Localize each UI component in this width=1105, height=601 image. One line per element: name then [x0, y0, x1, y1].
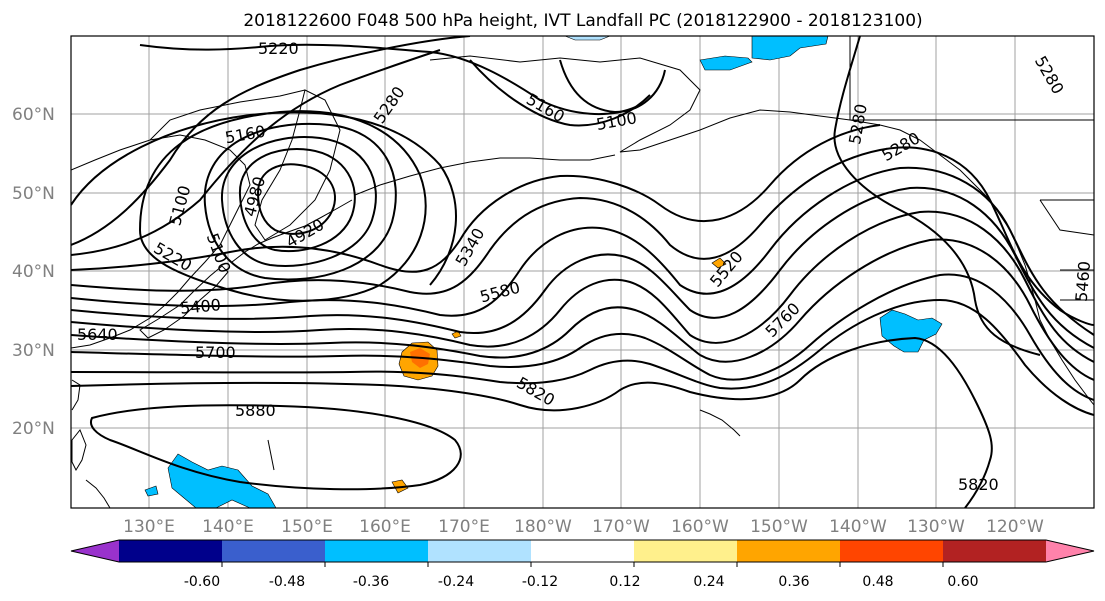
contour-low-4980 [238, 148, 356, 252]
colorbar-tick-label: 0.60 [947, 574, 978, 590]
colorbar-extend-low [71, 540, 119, 562]
contour-label: 5460 [1072, 260, 1094, 302]
lat-label: 50°N [12, 184, 55, 204]
lon-label: 180°W [514, 517, 572, 537]
longitude-labels: 130°E 140°E 150°E 160°E 170°E 180°W 170°… [123, 517, 1044, 537]
contour-5700 [71, 273, 1094, 401]
colorbar-segment [840, 540, 944, 562]
alaska [429, 55, 881, 153]
ivt-negative-east-pacific [879, 309, 943, 353]
contour-5580 [71, 210, 1094, 363]
contour-label: 5880 [235, 401, 276, 420]
colorbar-tick-label: -0.48 [269, 574, 305, 590]
colorbar-segment [222, 540, 326, 562]
lon-label: 120°W [986, 517, 1044, 537]
ivt-negative-arctic [751, 36, 829, 61]
colorbar-tick-label: 0.48 [862, 574, 893, 590]
colorbar-segment [531, 540, 635, 562]
colorbar-tick-label: -0.12 [522, 574, 558, 590]
hawaii [699, 409, 741, 437]
lon-label: 160°E [359, 517, 411, 537]
lon-label: 140°W [829, 517, 887, 537]
colorbar-tick-label: -0.60 [184, 574, 220, 590]
colorbar-outline [70, 539, 1095, 563]
colorbar-segment [428, 540, 532, 562]
contour-5280-arc [71, 49, 441, 256]
colorbar [70, 539, 1095, 563]
colorbar-extend-high [1046, 540, 1094, 562]
lat-label: 60°N [12, 105, 55, 125]
map-area [71, 36, 1094, 508]
lat-label: 40°N [12, 262, 55, 282]
map-title: 2018122600 F048 500 hPa height, IVT Land… [243, 11, 922, 31]
lon-label: 160°W [671, 517, 729, 537]
lat-label: 20°N [12, 419, 55, 439]
contour-label: 5820 [958, 475, 999, 494]
latitude-labels: 60°N 50°N 40°N 30°N 20°N [12, 105, 55, 439]
contour-label: 5400 [179, 295, 221, 317]
colorbar-tick-label: -0.24 [438, 574, 474, 590]
height-contours [71, 36, 1094, 508]
lon-label: 130°E [123, 517, 175, 537]
luzon-islands [85, 479, 111, 508]
contour-low-5040 [220, 136, 377, 267]
contour-5880 [90, 404, 462, 491]
contour-low-4920 [256, 163, 336, 235]
gridlines [71, 36, 1094, 508]
colorbar-tick-label: 0.12 [609, 574, 640, 590]
colorbar-segment [943, 540, 1047, 562]
contour-5820 [71, 336, 993, 508]
colorbar-segment [737, 540, 841, 562]
contour-5100-inner [203, 123, 397, 281]
contour-5160-alaska [469, 59, 651, 127]
kamchatka [254, 89, 341, 241]
contour-5220 [71, 36, 471, 246]
ivt-negative-arctic-light [564, 36, 611, 41]
contour-5760 [71, 298, 1094, 416]
colorbar-segment [634, 540, 738, 562]
lon-label: 140°E [202, 517, 254, 537]
contour-5100-alaska [559, 59, 666, 114]
colorbar-tick-label: -0.36 [353, 574, 389, 590]
lon-label: 150°E [281, 517, 333, 537]
taiwan-ryukyu [71, 379, 81, 411]
contour-5280-east [833, 36, 1041, 356]
lat-label: 30°N [12, 341, 55, 361]
lon-label: 150°W [750, 517, 808, 537]
lon-label: 170°W [592, 517, 650, 537]
contour-5640 [71, 238, 1094, 381]
contour-5220-north [139, 43, 641, 115]
colorbar-segment [325, 540, 429, 562]
ivt-negative-small [144, 485, 159, 497]
philippines [71, 429, 87, 472]
contour-label: 5700 [195, 343, 236, 362]
colorbar-segment [119, 540, 223, 562]
colorbar-tick-label: 0.24 [693, 574, 724, 590]
map-frame [70, 35, 1095, 509]
contour-label: 5220 [258, 39, 299, 58]
colorbar-tick-label: 0.36 [778, 574, 809, 590]
ivt-negative-philippine-sea [167, 453, 277, 508]
contour-5520 [71, 186, 1094, 349]
lon-label: 130°W [907, 517, 965, 537]
lon-label: 170°E [438, 517, 490, 537]
boundaries [849, 36, 1094, 301]
contour-label: 5640 [77, 325, 118, 344]
ivt-positive-small-2 [711, 257, 727, 269]
colorbar-ticks: -0.60 -0.48 -0.36 -0.24 -0.12 0.12 0.24 … [184, 562, 979, 590]
mariana-dots [267, 439, 275, 471]
contour-5340 [71, 124, 881, 273]
contour-5460 [71, 166, 1094, 336]
ivt-negative-alaska-north [699, 55, 753, 71]
contour-5160 [71, 111, 457, 286]
